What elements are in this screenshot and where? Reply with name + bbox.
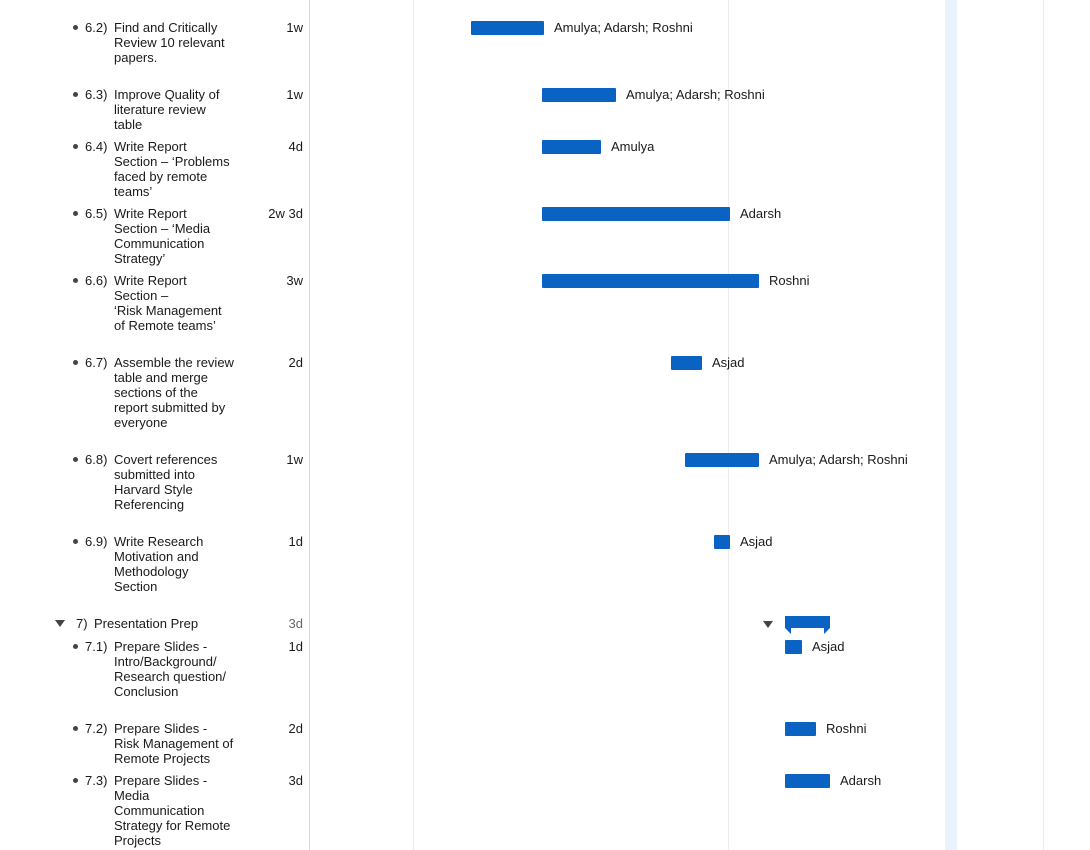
task-duration[interactable]: 1d	[288, 639, 303, 654]
task-number: 6.9)	[85, 534, 108, 549]
resource-label: Asjad	[812, 639, 845, 654]
task-list-pane	[0, 0, 310, 850]
task-duration[interactable]: 3w	[286, 273, 303, 288]
summary-name[interactable]: Presentation Prep	[94, 616, 199, 631]
task-duration[interactable]: 1w	[286, 20, 303, 35]
gridline	[1043, 0, 1044, 850]
resource-label: Adarsh	[740, 206, 782, 221]
task-bar[interactable]	[542, 274, 759, 288]
resource-label: Amulya; Adarsh; Roshni	[554, 20, 693, 35]
resource-label: Amulya; Adarsh; Roshni	[626, 87, 765, 102]
task-duration[interactable]: 1d	[288, 534, 303, 549]
bullet-icon	[73, 25, 78, 30]
disclosure-triangle-down-icon[interactable]	[55, 620, 65, 627]
task-duration[interactable]: 2d	[288, 721, 303, 736]
timeline-pane	[310, 0, 1090, 850]
bullet-icon	[73, 360, 78, 365]
gridline	[728, 0, 729, 850]
task-number: 6.7)	[85, 355, 108, 370]
collapse-timeline-icon[interactable]	[763, 621, 773, 628]
task-bar[interactable]	[542, 140, 601, 154]
task-bar[interactable]	[471, 21, 544, 35]
task-name[interactable]: Prepare Slides - Intro/Background/ Resea…	[114, 639, 227, 699]
task-number: 6.6)	[85, 273, 108, 288]
bullet-icon	[73, 92, 78, 97]
resource-label: Adarsh	[840, 773, 882, 788]
task-name[interactable]: Prepare Slides - Risk Management of Remo…	[114, 721, 234, 766]
summary-bar[interactable]	[785, 616, 830, 634]
task-bar[interactable]	[542, 207, 730, 221]
task-name[interactable]: Covert references submitted into Harvard…	[114, 452, 218, 512]
task-duration[interactable]: 2d	[288, 355, 303, 370]
resource-label: Asjad	[712, 355, 745, 370]
task-duration[interactable]: 1w	[286, 87, 303, 102]
task-bar[interactable]	[542, 88, 616, 102]
task-duration[interactable]: 1w	[286, 452, 303, 467]
task-name[interactable]: Write Report Section – ‘Media Communicat…	[114, 206, 211, 266]
bullet-icon	[73, 726, 78, 731]
task-bar[interactable]	[671, 356, 702, 370]
task-number: 6.4)	[85, 139, 108, 154]
task-number: 6.8)	[85, 452, 108, 467]
task-number: 7.2)	[85, 721, 108, 736]
bullet-icon	[73, 778, 78, 783]
resource-label: Roshni	[769, 273, 810, 288]
task-bar[interactable]	[785, 640, 802, 654]
task-name[interactable]: Improve Quality of literature review tab…	[114, 87, 220, 132]
resource-label: Amulya; Adarsh; Roshni	[769, 452, 908, 467]
task-bar[interactable]	[785, 722, 816, 736]
task-number: 7.3)	[85, 773, 108, 788]
task-number: 6.3)	[85, 87, 108, 102]
bullet-icon	[73, 539, 78, 544]
task-duration[interactable]: 3d	[288, 773, 303, 788]
task-bar[interactable]	[714, 535, 730, 549]
summary-number: 7)	[76, 616, 88, 631]
task-duration[interactable]: 2w 3d	[268, 206, 303, 221]
task-name[interactable]: Assemble the review table and merge sect…	[114, 355, 234, 430]
summary-duration[interactable]: 3d	[288, 616, 303, 631]
task-duration[interactable]: 4d	[288, 139, 303, 154]
bullet-icon	[73, 457, 78, 462]
bullet-icon	[73, 644, 78, 649]
bullet-icon	[73, 278, 78, 283]
task-number: 7.1)	[85, 639, 108, 654]
task-number: 6.5)	[85, 206, 108, 221]
today-band	[945, 0, 957, 850]
task-bar[interactable]	[785, 774, 830, 788]
task-name[interactable]: Write Research Motivation and Methodolog…	[114, 534, 204, 594]
task-name[interactable]: Write Report Section – ‘Problems faced b…	[114, 139, 230, 199]
gridline	[413, 0, 414, 850]
task-name[interactable]: Write Report Section – ‘Risk Management …	[114, 273, 222, 333]
bullet-icon	[73, 211, 78, 216]
resource-label: Asjad	[740, 534, 773, 549]
bullet-icon	[73, 144, 78, 149]
task-name[interactable]: Prepare Slides - Media Communication Str…	[114, 773, 231, 848]
resource-label: Roshni	[826, 721, 867, 736]
task-bar[interactable]	[685, 453, 759, 467]
resource-label: Amulya	[611, 139, 655, 154]
task-name[interactable]: Find and Critically Review 10 relevant p…	[114, 20, 225, 65]
task-number: 6.2)	[85, 20, 108, 35]
